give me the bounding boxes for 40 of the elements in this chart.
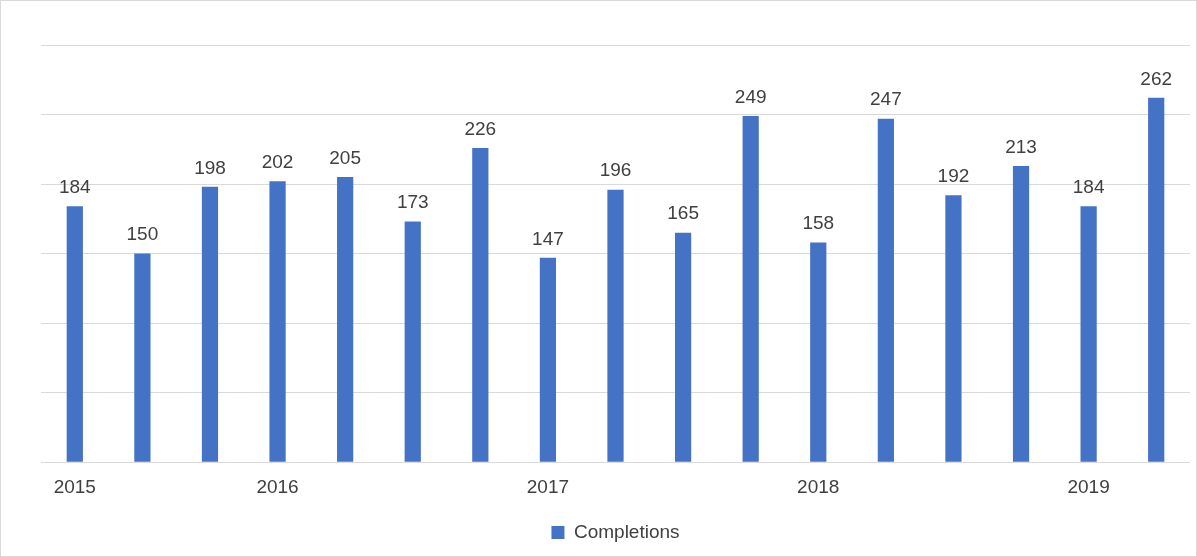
data-label: 202 (261, 151, 294, 173)
data-label: 247 (870, 88, 902, 110)
data-label: 184 (58, 176, 92, 198)
data-label: 249 (734, 85, 767, 107)
bar (674, 232, 692, 462)
bar (1012, 165, 1030, 462)
data-label: 226 (464, 117, 497, 139)
x-tick-label: 2016 (256, 475, 299, 497)
bar (607, 189, 624, 462)
data-label: 262 (1140, 67, 1173, 89)
data-label: 192 (937, 164, 970, 186)
bar (269, 181, 286, 462)
bar (945, 195, 962, 462)
x-tick-label: 2015 (53, 475, 96, 497)
data-label: 165 (667, 202, 699, 224)
bar (1080, 206, 1097, 462)
legend-label: Completions (573, 520, 680, 542)
data-label: 150 (126, 223, 159, 245)
data-label: 213 (1005, 135, 1037, 157)
bar (877, 118, 894, 462)
data-label: 158 (802, 212, 835, 234)
x-tick-label: 2019 (1067, 475, 1110, 497)
bar (539, 257, 557, 462)
bar (404, 221, 421, 462)
data-label: 205 (329, 146, 361, 168)
bar (1148, 97, 1165, 462)
data-label: 196 (599, 159, 632, 181)
x-tick-label: 2017 (526, 475, 570, 497)
bar (66, 206, 83, 462)
bar (810, 242, 827, 462)
bar (472, 147, 489, 462)
data-label: 173 (396, 191, 429, 213)
bar (134, 253, 151, 462)
bar (742, 115, 759, 462)
data-label: 198 (194, 156, 226, 178)
bar (337, 177, 354, 462)
data-label: 184 (1072, 176, 1105, 198)
data-label: 147 (532, 227, 564, 249)
x-tick-label: 2018 (797, 475, 840, 497)
bar (201, 186, 219, 462)
